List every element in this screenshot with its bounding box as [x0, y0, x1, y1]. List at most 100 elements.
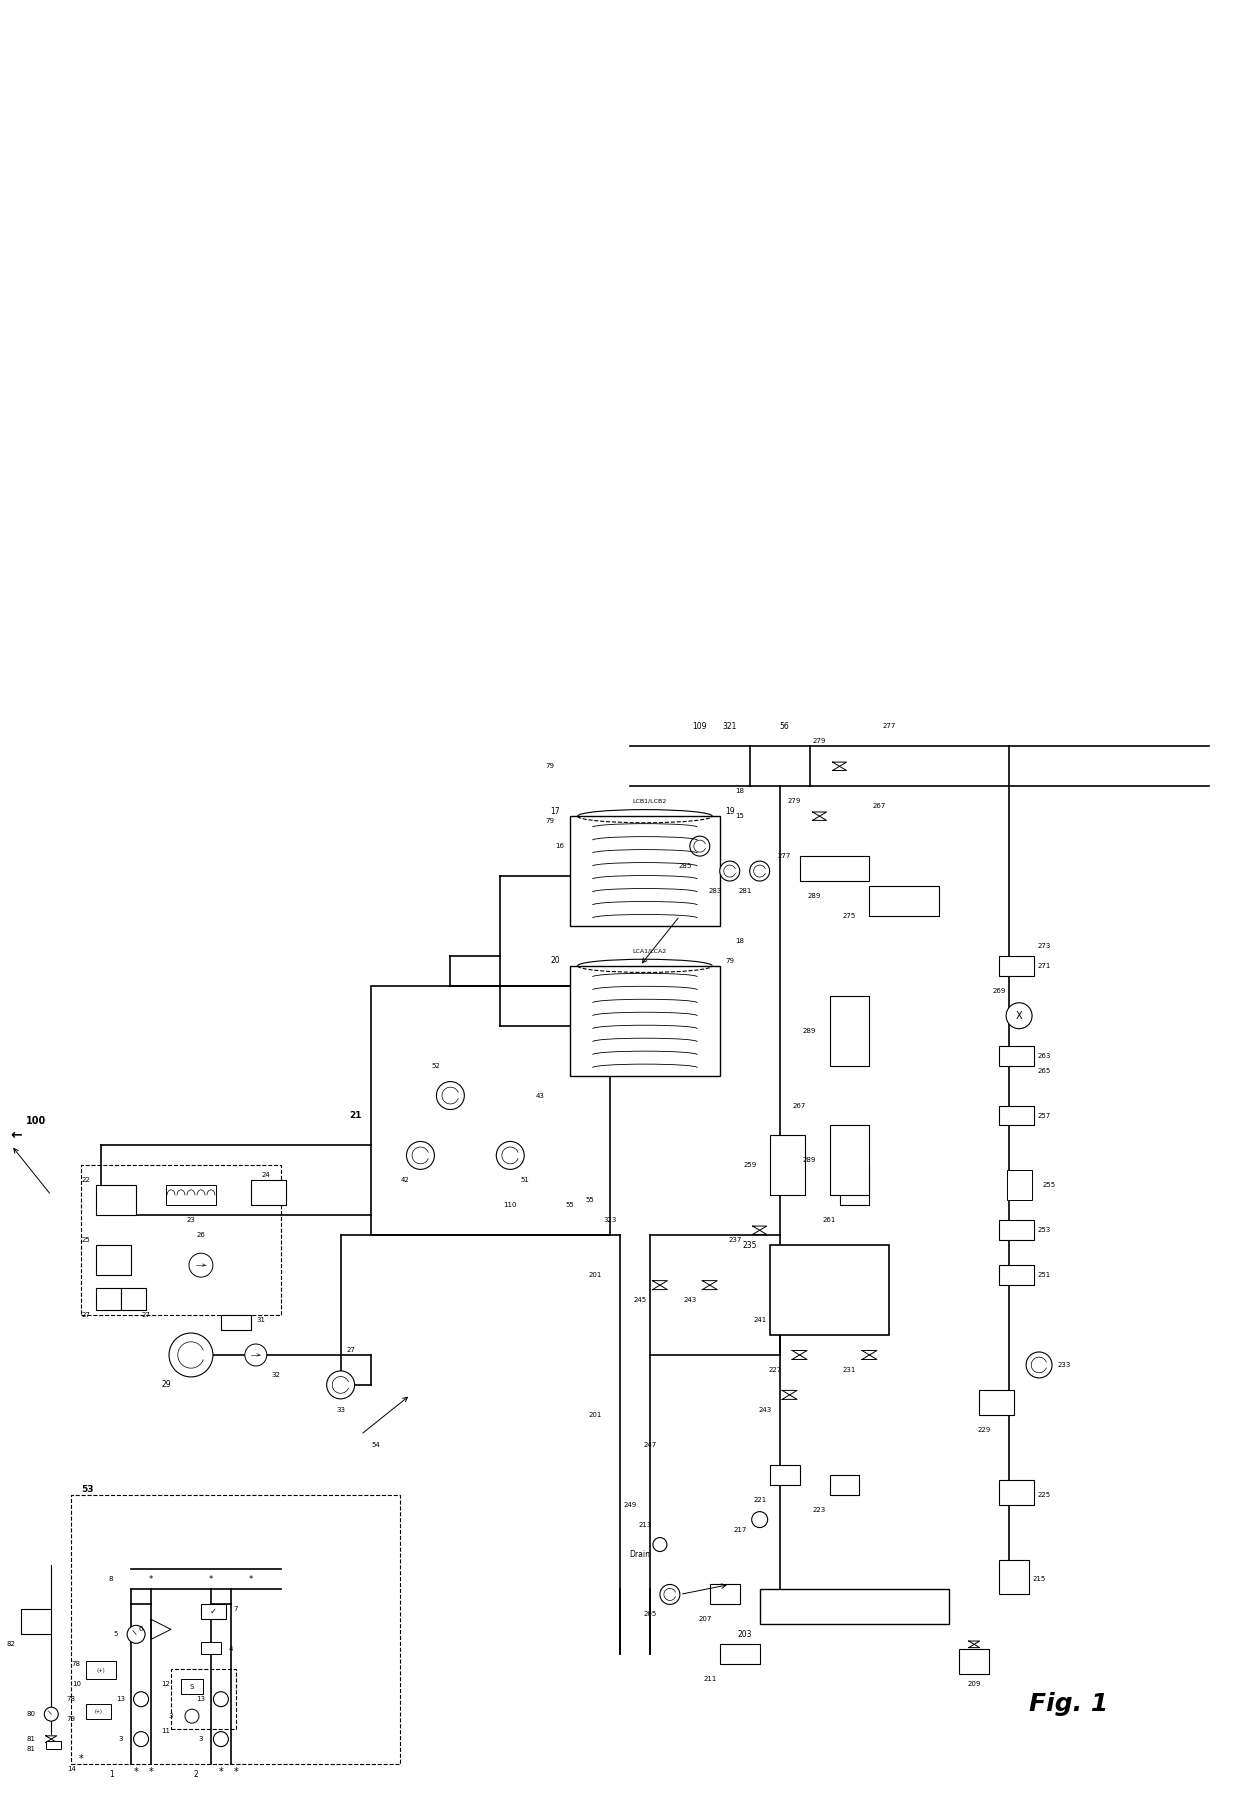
- Text: 257: 257: [1038, 1112, 1050, 1119]
- Text: 201: 201: [588, 1272, 601, 1279]
- Text: *: *: [134, 1767, 139, 1776]
- Circle shape: [1025, 1352, 1052, 1378]
- Bar: [171, 1668, 236, 1730]
- Text: 13: 13: [196, 1695, 206, 1703]
- Circle shape: [326, 1370, 355, 1399]
- Text: 233: 233: [1058, 1361, 1070, 1369]
- Bar: [97, 1288, 122, 1309]
- Circle shape: [660, 1584, 680, 1604]
- Circle shape: [185, 1710, 198, 1722]
- Circle shape: [689, 837, 709, 857]
- Text: 279: 279: [813, 738, 826, 744]
- Bar: [201, 1642, 221, 1654]
- Bar: [97, 1245, 131, 1275]
- Text: 289: 289: [808, 893, 821, 900]
- Text: 227: 227: [768, 1367, 781, 1372]
- Text: 51: 51: [521, 1178, 529, 1184]
- Text: 215: 215: [1033, 1577, 1045, 1582]
- Text: 267: 267: [873, 803, 887, 810]
- Text: 201: 201: [588, 1412, 601, 1417]
- Text: 271: 271: [1038, 963, 1050, 968]
- Text: 235: 235: [743, 1241, 756, 1250]
- Text: 255: 255: [1043, 1182, 1055, 1189]
- Text: 237: 237: [728, 1237, 742, 1243]
- Text: *: *: [218, 1767, 223, 1776]
- Text: 263: 263: [1038, 1052, 1050, 1058]
- Text: 110: 110: [503, 1202, 517, 1209]
- Bar: [166, 1185, 216, 1205]
- Text: 29: 29: [161, 1381, 171, 1390]
- Text: 81: 81: [27, 1746, 36, 1753]
- Text: *: *: [79, 1755, 83, 1764]
- Circle shape: [436, 1081, 464, 1110]
- Text: 14: 14: [67, 1765, 76, 1773]
- Text: 6: 6: [139, 1627, 144, 1633]
- Text: 54: 54: [371, 1442, 379, 1448]
- Text: 283: 283: [708, 887, 722, 894]
- Text: 55: 55: [565, 1202, 574, 1209]
- Text: 79: 79: [67, 1717, 76, 1722]
- Text: (+): (+): [97, 1668, 105, 1672]
- Bar: [719, 1645, 760, 1665]
- Circle shape: [134, 1692, 149, 1706]
- Bar: [181, 1679, 203, 1694]
- Text: 42: 42: [401, 1178, 410, 1184]
- Text: Drain: Drain: [630, 1550, 651, 1559]
- Text: 11: 11: [161, 1728, 171, 1735]
- Text: 205: 205: [644, 1611, 656, 1618]
- Bar: [87, 1661, 117, 1679]
- Text: 253: 253: [1038, 1227, 1050, 1234]
- Text: 289: 289: [802, 1027, 816, 1034]
- Bar: [839, 1166, 869, 1205]
- Bar: [999, 1106, 1034, 1126]
- Text: 277: 277: [883, 724, 897, 729]
- Bar: [201, 1604, 226, 1620]
- Text: 100: 100: [26, 1115, 46, 1126]
- Text: 285: 285: [678, 864, 692, 869]
- Text: 279: 279: [787, 797, 801, 805]
- Text: 17: 17: [551, 806, 560, 815]
- Text: 289: 289: [802, 1157, 816, 1164]
- Circle shape: [45, 1708, 58, 1721]
- Bar: [770, 1245, 889, 1334]
- Circle shape: [407, 1142, 434, 1169]
- Bar: [46, 1740, 61, 1749]
- Text: 1: 1: [109, 1769, 114, 1778]
- Text: 18: 18: [735, 938, 744, 945]
- Circle shape: [244, 1343, 267, 1367]
- Text: 203: 203: [738, 1629, 751, 1638]
- Text: 243: 243: [758, 1406, 771, 1413]
- Text: LCB1/LCB2: LCB1/LCB2: [632, 799, 667, 805]
- Circle shape: [213, 1692, 228, 1706]
- Text: 4: 4: [228, 1647, 233, 1652]
- Text: *: *: [149, 1575, 154, 1584]
- Text: 23: 23: [186, 1218, 196, 1223]
- Text: 221: 221: [753, 1496, 766, 1503]
- Text: 43: 43: [536, 1092, 544, 1099]
- Text: 3: 3: [169, 1713, 174, 1719]
- Text: 27: 27: [82, 1313, 91, 1318]
- Bar: [81, 1166, 280, 1315]
- Bar: [760, 1589, 950, 1624]
- Text: ✓: ✓: [210, 1607, 217, 1616]
- Text: 265: 265: [1038, 1067, 1050, 1074]
- Bar: [800, 857, 869, 882]
- Text: *: *: [149, 1767, 154, 1776]
- Text: ←: ←: [11, 1128, 22, 1142]
- Text: 33: 33: [336, 1406, 345, 1413]
- Bar: [709, 1584, 740, 1604]
- Circle shape: [169, 1333, 213, 1378]
- Text: 8: 8: [109, 1577, 113, 1582]
- Text: 275: 275: [843, 912, 856, 920]
- Text: 24: 24: [262, 1173, 270, 1178]
- Text: 52: 52: [432, 1063, 440, 1069]
- Bar: [21, 1609, 51, 1634]
- Bar: [1007, 1171, 1032, 1200]
- Bar: [770, 1466, 800, 1485]
- Text: *: *: [249, 1575, 253, 1584]
- Text: 213: 213: [639, 1521, 652, 1528]
- Text: 245: 245: [634, 1297, 646, 1304]
- Text: 223: 223: [813, 1507, 826, 1512]
- Text: 269: 269: [992, 988, 1006, 993]
- Text: 22: 22: [82, 1178, 91, 1184]
